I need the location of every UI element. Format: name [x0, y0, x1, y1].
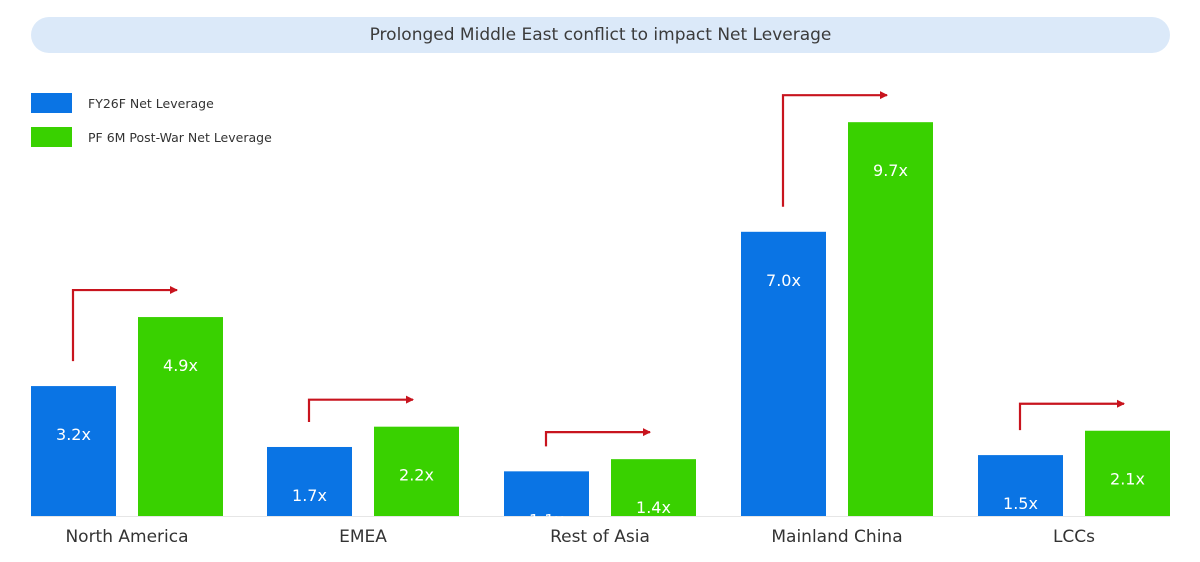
legend-label-fy26f: FY26F Net Leverage	[88, 95, 214, 111]
bar-north-america-pf6m	[138, 317, 223, 516]
value-label-lccs-fy26f: 1.5x	[1003, 494, 1038, 513]
category-label-lccs: LCCs	[1053, 527, 1095, 547]
legend-swatch-pf6m	[31, 127, 72, 147]
legend-swatch-fy26f	[31, 93, 72, 113]
legend-label-pf6m: PF 6M Post-War Net Leverage	[88, 129, 272, 145]
category-label-emea: EMEA	[339, 527, 387, 547]
value-label-emea-fy26f: 1.7x	[292, 486, 327, 505]
category-label-mainland-china: Mainland China	[771, 527, 902, 547]
value-label-rest-of-asia-pf6m: 1.4x	[636, 498, 671, 517]
bar-mainland-china-fy26f	[741, 231, 826, 517]
arrow-annotation-mainland-china	[781, 91, 888, 207]
chart-title-text: Prolonged Middle East conflict to impact…	[369, 25, 832, 45]
bar-rest-of-asia-pf6m	[611, 459, 696, 516]
legend-item-fy26f: FY26F Net Leverage	[31, 93, 272, 113]
value-label-mainland-china-pf6m: 9.7x	[873, 161, 908, 180]
bar-lccs-fy26f	[978, 455, 1063, 516]
bar-emea-pf6m	[374, 426, 459, 516]
legend: FY26F Net Leverage PF 6M Post-War Net Le…	[31, 93, 272, 161]
bar-emea-fy26f	[267, 446, 352, 516]
arrow-annotation-rest-of-asia	[544, 428, 651, 447]
bar-rest-of-asia-fy26f	[504, 471, 589, 516]
value-label-north-america-fy26f: 3.2x	[56, 425, 91, 444]
value-label-lccs-pf6m: 2.1x	[1110, 470, 1145, 489]
value-label-rest-of-asia-fy26f: 1.1x	[529, 510, 564, 529]
arrow-annotation-lccs	[1018, 399, 1125, 431]
legend-item-pf6m: PF 6M Post-War Net Leverage	[31, 127, 272, 147]
arrow-annotation-emea	[307, 395, 414, 422]
bar-mainland-china-pf6m	[848, 122, 933, 517]
bar-north-america-fy26f	[31, 386, 116, 516]
category-label-north-america: North America	[65, 527, 188, 547]
arrow-annotation-north-america	[71, 286, 178, 362]
value-label-north-america-pf6m: 4.9x	[163, 356, 198, 375]
bar-lccs-pf6m	[1085, 430, 1170, 516]
chart-title: Prolonged Middle East conflict to impact…	[31, 17, 1170, 53]
value-label-mainland-china-fy26f: 7.0x	[766, 271, 801, 290]
category-label-rest-of-asia: Rest of Asia	[550, 527, 650, 547]
value-label-emea-pf6m: 2.2x	[399, 466, 434, 485]
